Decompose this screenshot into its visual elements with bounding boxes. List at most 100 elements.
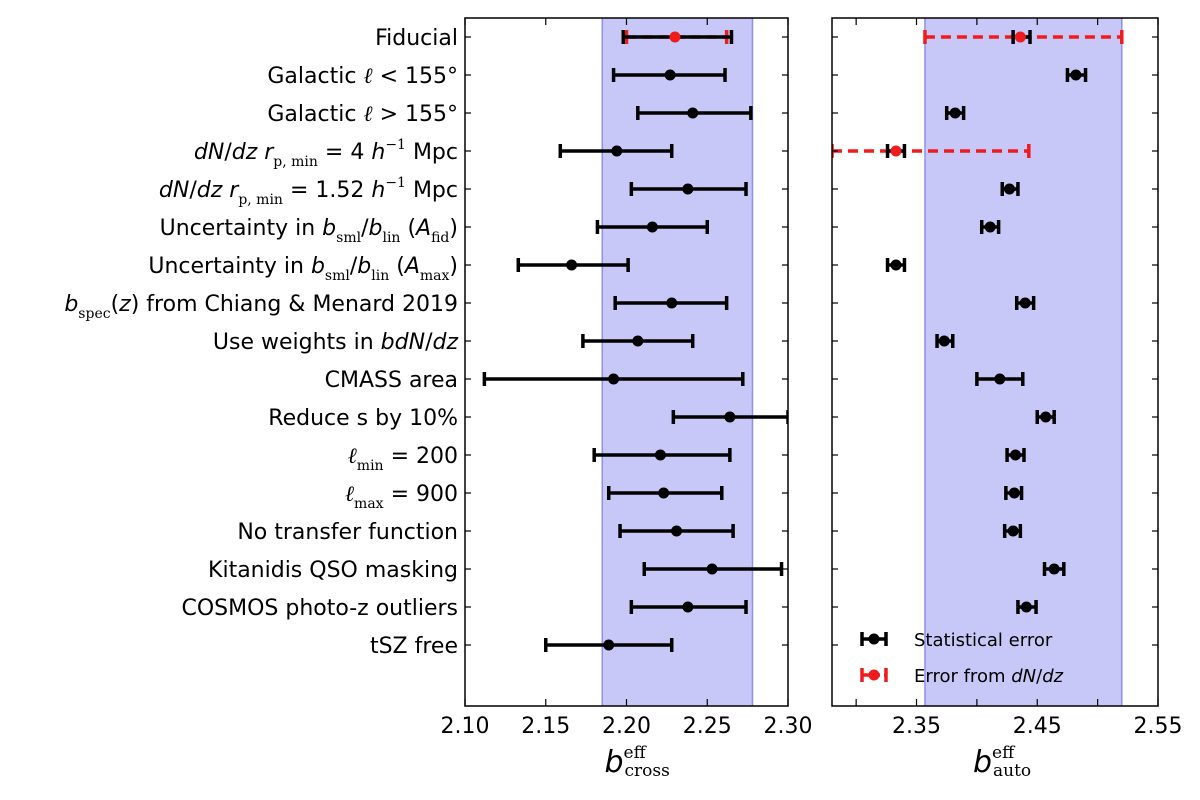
row-label: No transfer function bbox=[237, 520, 458, 545]
row-label: bspec(z) from Chiang & Menard 2019 bbox=[64, 292, 458, 322]
text-part: lin bbox=[371, 268, 389, 284]
legend: Statistical error Error from dN/dz bbox=[860, 630, 1064, 687]
text-part: ( bbox=[400, 216, 416, 241]
text-part: ) from Chiang & Menard 2019 bbox=[131, 292, 458, 317]
x-axis-label: beff bbox=[973, 743, 1016, 780]
data-point bbox=[1019, 297, 1031, 309]
row-label: Use weights in bdN/dz bbox=[213, 330, 459, 355]
axes-frame bbox=[831, 17, 1159, 707]
data-point bbox=[682, 183, 694, 195]
data-point bbox=[984, 221, 996, 233]
row-label: Uncertainty in bsml/blin (Amax) bbox=[148, 254, 458, 284]
text-part: Reduce s by 10% bbox=[268, 406, 458, 431]
text-part: dz r bbox=[197, 178, 241, 203]
row-label: Galactic ℓ > 155° bbox=[267, 102, 458, 127]
text-part: min bbox=[357, 458, 384, 474]
text-part: No transfer function bbox=[237, 520, 458, 545]
row-label: CMASS area bbox=[325, 368, 458, 393]
fiducial-band bbox=[602, 18, 753, 706]
data-point bbox=[1070, 69, 1082, 81]
text-part: dz bbox=[432, 330, 458, 355]
data-point bbox=[654, 449, 666, 461]
data-point bbox=[724, 411, 736, 423]
data-point-row bbox=[595, 220, 709, 234]
data-point bbox=[1003, 183, 1015, 195]
data-point bbox=[646, 221, 658, 233]
x-axis-label: beff bbox=[605, 743, 648, 780]
fiducial-band bbox=[924, 18, 1122, 706]
x-tick-label: 2.55 bbox=[1134, 714, 1183, 739]
data-point bbox=[671, 525, 683, 537]
data-point-row bbox=[935, 334, 955, 348]
data-point-row bbox=[611, 68, 727, 82]
text-part: p, min bbox=[238, 192, 283, 208]
text-part: Mpc bbox=[406, 178, 458, 203]
text-part: p, min bbox=[273, 154, 318, 170]
text-part: ℓ bbox=[348, 444, 358, 469]
data-point bbox=[608, 373, 620, 385]
data-point bbox=[938, 335, 950, 347]
data-point-row bbox=[975, 372, 1025, 386]
data-point-row bbox=[979, 220, 1001, 234]
text-part: dz bbox=[1042, 666, 1063, 687]
data-point bbox=[1007, 525, 1019, 537]
row-label: dN/dz rp, min = 4 h−1 Mpc bbox=[194, 137, 458, 170]
text-part: b bbox=[357, 254, 371, 279]
data-point bbox=[632, 335, 644, 347]
data-point-row bbox=[1035, 410, 1056, 424]
text-part: ( bbox=[111, 292, 120, 317]
text-part: Kitanidis QSO masking bbox=[208, 558, 458, 583]
text-part: Galactic bbox=[267, 102, 363, 127]
data-point-row bbox=[671, 410, 788, 424]
text-part: Fiducial bbox=[375, 26, 458, 51]
text-part: h bbox=[371, 140, 385, 165]
text-part: A bbox=[414, 216, 431, 241]
row-label: Reduce s by 10% bbox=[268, 406, 458, 431]
text-part: ℓ bbox=[363, 64, 373, 89]
text-part: z bbox=[118, 292, 131, 317]
text-part: ) bbox=[449, 254, 458, 279]
data-point-row bbox=[482, 372, 745, 386]
x-tick-label: 2.25 bbox=[683, 714, 732, 739]
text-part: ℓ bbox=[345, 482, 355, 507]
data-point-row bbox=[1005, 448, 1026, 462]
text-part: / bbox=[425, 330, 433, 355]
data-point bbox=[687, 107, 699, 119]
text-part: max bbox=[354, 496, 384, 512]
data-point-row bbox=[618, 524, 735, 538]
data-point-row bbox=[944, 106, 966, 120]
text-part: = 4 bbox=[318, 140, 371, 165]
x-tick-label: 2.20 bbox=[602, 714, 651, 739]
text-part: dN bbox=[194, 140, 224, 165]
row-label: ℓmax = 900 bbox=[345, 482, 458, 512]
text-part: / bbox=[350, 254, 358, 279]
data-point bbox=[682, 601, 694, 613]
x-axis-label-base: b bbox=[973, 745, 992, 780]
data-point-row bbox=[1014, 296, 1036, 310]
data-point-row bbox=[581, 334, 695, 348]
text-part: Galactic bbox=[267, 64, 363, 89]
text-part: = 900 bbox=[384, 482, 458, 507]
row-label: Galactic ℓ < 155° bbox=[267, 64, 458, 89]
data-point-row bbox=[621, 30, 734, 44]
data-point bbox=[611, 145, 623, 157]
row-label: Kitanidis QSO masking bbox=[208, 558, 458, 583]
data-point bbox=[890, 259, 902, 271]
x-axis-label-sub: cross bbox=[625, 761, 670, 781]
text-part: Statistical error bbox=[914, 630, 1053, 651]
text-part: = 200 bbox=[384, 444, 458, 469]
text-part: b bbox=[311, 254, 325, 279]
data-point-row bbox=[636, 106, 753, 120]
data-point-row bbox=[592, 448, 732, 462]
data-point-row bbox=[606, 486, 724, 500]
legend-swatch-marker bbox=[868, 669, 880, 681]
data-point-row bbox=[642, 562, 784, 576]
x-tick-label: 2.30 bbox=[764, 714, 813, 739]
text-part: dN bbox=[1011, 666, 1036, 687]
legend-label: Statistical error bbox=[914, 630, 1053, 651]
data-point bbox=[890, 145, 902, 157]
data-point-row bbox=[832, 144, 1031, 158]
text-part: Use weights in bbox=[213, 330, 381, 355]
legend-swatch-marker bbox=[868, 633, 880, 645]
